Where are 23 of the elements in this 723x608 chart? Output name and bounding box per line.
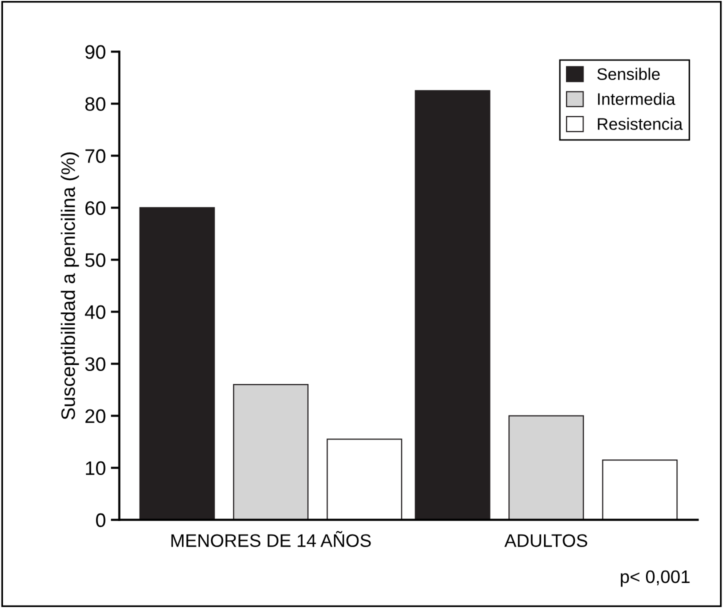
- y-tick-label: 0: [96, 513, 106, 528]
- y-tick-label: 20: [85, 409, 106, 424]
- legend-label: Sensible: [597, 68, 660, 80]
- bar: [233, 384, 309, 520]
- bar: [602, 459, 678, 520]
- legend-label: Resistencia: [598, 118, 683, 130]
- text: p< 0,001: [620, 570, 690, 587]
- bar: [139, 207, 215, 520]
- y-tick-label: 80: [85, 97, 106, 111]
- y-tick-label: 70: [85, 149, 106, 163]
- bar: [508, 415, 584, 520]
- bar: [414, 90, 490, 520]
- x-tick-label: ADULTOS: [504, 534, 588, 547]
- legend-label: Intermedia: [598, 92, 676, 105]
- y-tick-label: 60: [85, 201, 106, 215]
- y-tick-label: 10: [86, 461, 106, 476]
- y-axis-title: Susceptibilidad a penicilina (%): [60, 152, 79, 420]
- y-tick-label: 50: [85, 253, 106, 267]
- y-tick-label: 40: [84, 305, 106, 320]
- y-tick-label: 30: [85, 357, 106, 372]
- y-tick-label: 90: [85, 45, 106, 59]
- x-tick-label: MENORES DE 14 AÑOS: [171, 530, 371, 547]
- bar: [326, 438, 402, 520]
